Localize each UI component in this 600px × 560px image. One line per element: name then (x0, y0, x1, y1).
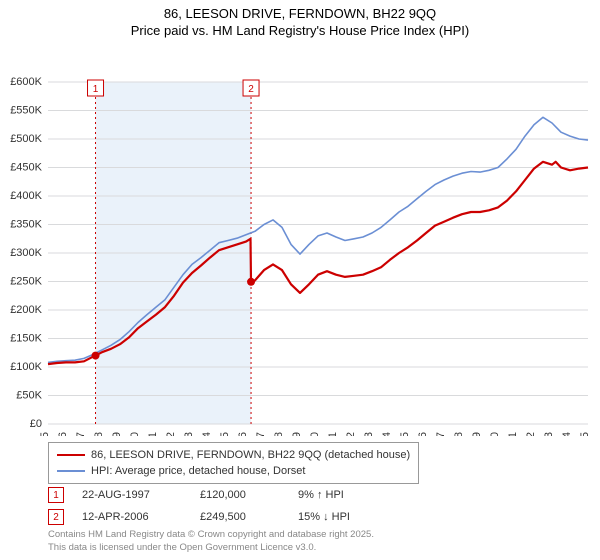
svg-text:£600K: £600K (10, 76, 42, 88)
svg-text:£350K: £350K (10, 218, 42, 230)
footer-line-1: Contains HM Land Registry data © Crown c… (48, 529, 374, 541)
svg-text:2007: 2007 (255, 432, 267, 436)
sale-row: 1 22-AUG-1997 £120,000 9% ↑ HPI (48, 486, 344, 504)
chart-container: { "title": { "line1": "86, LEESON DRIVE,… (0, 0, 600, 560)
svg-text:£200K: £200K (10, 304, 42, 316)
sale-hpi-delta: 9% ↑ HPI (298, 489, 344, 501)
svg-text:2014: 2014 (381, 432, 393, 436)
svg-text:2018: 2018 (453, 432, 465, 436)
svg-text:£550K: £550K (10, 104, 42, 116)
svg-text:£150K: £150K (10, 332, 42, 344)
svg-text:2004: 2004 (201, 432, 213, 436)
sale-marker-icon: 2 (48, 509, 64, 525)
svg-text:£0: £0 (30, 418, 42, 430)
legend-swatch (57, 470, 85, 472)
svg-text:2010: 2010 (309, 432, 321, 436)
legend-row: 86, LEESON DRIVE, FERNDOWN, BH22 9QQ (de… (57, 447, 410, 463)
svg-text:£500K: £500K (10, 133, 42, 145)
svg-text:2024: 2024 (561, 432, 573, 436)
footer-line-2: This data is licensed under the Open Gov… (48, 542, 374, 554)
svg-text:2015: 2015 (399, 432, 411, 436)
sale-row: 2 12-APR-2006 £249,500 15% ↓ HPI (48, 508, 350, 526)
svg-text:1999: 1999 (111, 432, 123, 436)
svg-text:£450K: £450K (10, 161, 42, 173)
svg-text:£100K: £100K (10, 361, 42, 373)
sale-date: 22-AUG-1997 (82, 489, 182, 501)
svg-text:£250K: £250K (10, 275, 42, 287)
svg-text:2025: 2025 (579, 432, 591, 436)
svg-text:2021: 2021 (507, 432, 519, 436)
svg-text:2012: 2012 (345, 432, 357, 436)
svg-text:2016: 2016 (417, 432, 429, 436)
legend-label: HPI: Average price, detached house, Dors… (91, 465, 305, 477)
svg-text:1997: 1997 (75, 432, 87, 436)
svg-text:2001: 2001 (147, 432, 159, 436)
title-line-1: 86, LEESON DRIVE, FERNDOWN, BH22 9QQ (0, 6, 600, 23)
sale-price: £120,000 (200, 489, 280, 501)
svg-text:2017: 2017 (435, 432, 447, 436)
svg-text:2006: 2006 (237, 432, 249, 436)
svg-text:1: 1 (93, 84, 99, 95)
chart-title: 86, LEESON DRIVE, FERNDOWN, BH22 9QQ Pri… (0, 0, 600, 40)
sale-date: 12-APR-2006 (82, 511, 182, 523)
svg-text:2011: 2011 (327, 432, 339, 436)
legend: 86, LEESON DRIVE, FERNDOWN, BH22 9QQ (de… (48, 442, 419, 484)
line-chart: £0 £50K £100K £150K £200K £250K £300K £350K £400… (0, 40, 600, 436)
svg-text:2023: 2023 (543, 432, 555, 436)
title-line-2: Price paid vs. HM Land Registry's House … (0, 23, 600, 40)
svg-text:2019: 2019 (471, 432, 483, 436)
svg-text:2013: 2013 (363, 432, 375, 436)
svg-text:1998: 1998 (93, 432, 105, 436)
svg-text:2008: 2008 (273, 432, 285, 436)
footer-attribution: Contains HM Land Registry data © Crown c… (48, 529, 374, 554)
svg-text:£300K: £300K (10, 247, 42, 259)
svg-text:2005: 2005 (219, 432, 231, 436)
svg-text:2009: 2009 (291, 432, 303, 436)
svg-text:2002: 2002 (165, 432, 177, 436)
svg-text:£400K: £400K (10, 190, 42, 202)
svg-text:£50K: £50K (16, 389, 42, 401)
svg-text:2022: 2022 (525, 432, 537, 436)
svg-text:1995: 1995 (39, 432, 51, 436)
svg-text:2020: 2020 (489, 432, 501, 436)
svg-text:1996: 1996 (57, 432, 69, 436)
sale-hpi-delta: 15% ↓ HPI (298, 511, 350, 523)
sale-price: £249,500 (200, 511, 280, 523)
sale-marker-icon: 1 (48, 487, 64, 503)
legend-swatch (57, 454, 85, 456)
svg-text:2000: 2000 (129, 432, 141, 436)
legend-label: 86, LEESON DRIVE, FERNDOWN, BH22 9QQ (de… (91, 449, 410, 461)
svg-text:2: 2 (248, 84, 254, 95)
legend-row: HPI: Average price, detached house, Dors… (57, 463, 410, 479)
svg-text:2003: 2003 (183, 432, 195, 436)
